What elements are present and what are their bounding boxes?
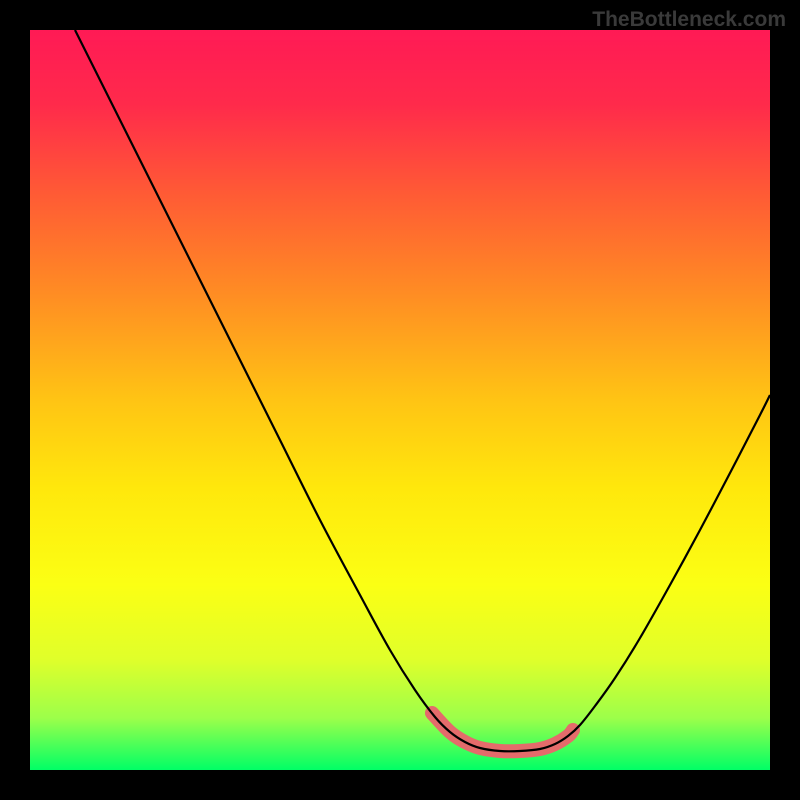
gradient-background: [30, 30, 770, 770]
plot-area: [30, 30, 770, 770]
chart-container: TheBottleneck.com: [0, 0, 800, 800]
watermark-text: TheBottleneck.com: [592, 8, 786, 32]
